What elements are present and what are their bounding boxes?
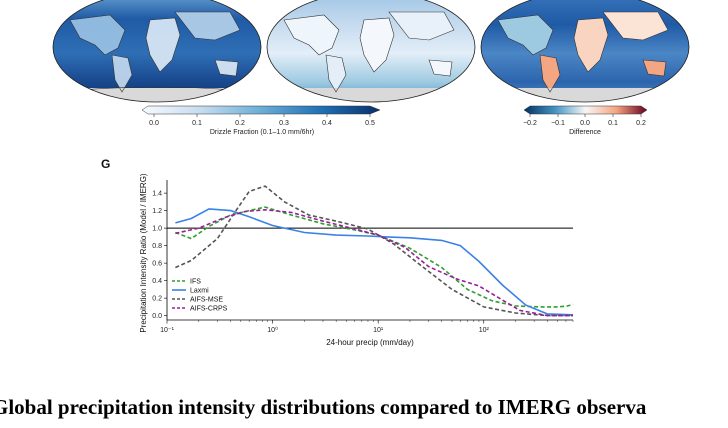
x-tick-label: 10¹ xyxy=(373,327,384,334)
y-tick-label: 1.2 xyxy=(152,208,162,215)
cb-drizzle-tick: 0.5 xyxy=(365,120,375,127)
x-axis-label: 24-hour precip (mm/day) xyxy=(326,338,414,347)
y-tick-label: 1.4 xyxy=(152,191,162,198)
legend-label: AIFS-MSE xyxy=(190,297,223,304)
y-tick-label: 0.8 xyxy=(152,243,162,250)
cb-diff-tick: 0.2 xyxy=(636,120,646,127)
cb-diff-tick: −0.1 xyxy=(551,120,565,127)
series-line-aifs-crps xyxy=(175,208,573,317)
cb-drizzle-tick: 0.0 xyxy=(149,120,159,127)
y-tick-label: 1.0 xyxy=(152,226,162,233)
intensity-ratio-chart: 0.0 0.2 0.4 0.6 0.8 1.0 1.2 1.4 10⁻¹ 10⁰ 10¹ 10² 24-… xyxy=(139,173,574,347)
cb-drizzle-tick: 0.4 xyxy=(322,120,332,127)
map-panels: 0.0 0.1 0.2 0.3 0.4 0.5 Drizzle Fraction… xyxy=(52,0,690,136)
legend-label: Laxmi xyxy=(190,288,209,295)
figure-caption: Global precipitation intensity distribut… xyxy=(0,395,647,419)
series-line-ifs xyxy=(175,206,574,308)
y-axis-label: Precipitation Intensity Ratio (Model / I… xyxy=(139,173,148,333)
cb-diff-tick: 0.1 xyxy=(608,120,618,127)
cb-diff-label: Difference xyxy=(569,129,601,136)
x-tick-label: 10⁻¹ xyxy=(160,327,174,334)
cb-drizzle-tick: 0.2 xyxy=(235,120,245,127)
series-line-aifs-mse xyxy=(175,185,573,317)
cb-drizzle-label: Drizzle Fraction (0.1–1.0 mm/6hr) xyxy=(210,129,314,136)
map-imerg-drizzle xyxy=(267,0,475,102)
legend-label: AIFS-CRPS xyxy=(190,306,228,313)
y-tick-label: 0.0 xyxy=(152,313,162,320)
panel-letter: G xyxy=(101,157,111,171)
y-tick-label: 0.6 xyxy=(152,261,162,268)
x-tick-label: 10² xyxy=(479,327,490,334)
y-tick-label: 0.4 xyxy=(152,278,162,285)
series-line-laxmi xyxy=(175,208,574,316)
cb-drizzle-tick: 0.3 xyxy=(279,120,289,127)
y-tick-label: 0.2 xyxy=(152,296,162,303)
colorbar-difference: −0.2 −0.1 0.0 0.1 0.2 Difference xyxy=(523,105,648,136)
cb-diff-tick: 0.0 xyxy=(580,120,590,127)
legend-label: IFS xyxy=(190,279,201,286)
cb-diff-tick: −0.2 xyxy=(523,120,537,127)
colorbar-drizzle: 0.0 0.1 0.2 0.3 0.4 0.5 Drizzle Fraction… xyxy=(141,105,381,136)
x-tick-label: 10⁰ xyxy=(267,326,278,334)
cb-drizzle-tick: 0.1 xyxy=(192,120,202,127)
